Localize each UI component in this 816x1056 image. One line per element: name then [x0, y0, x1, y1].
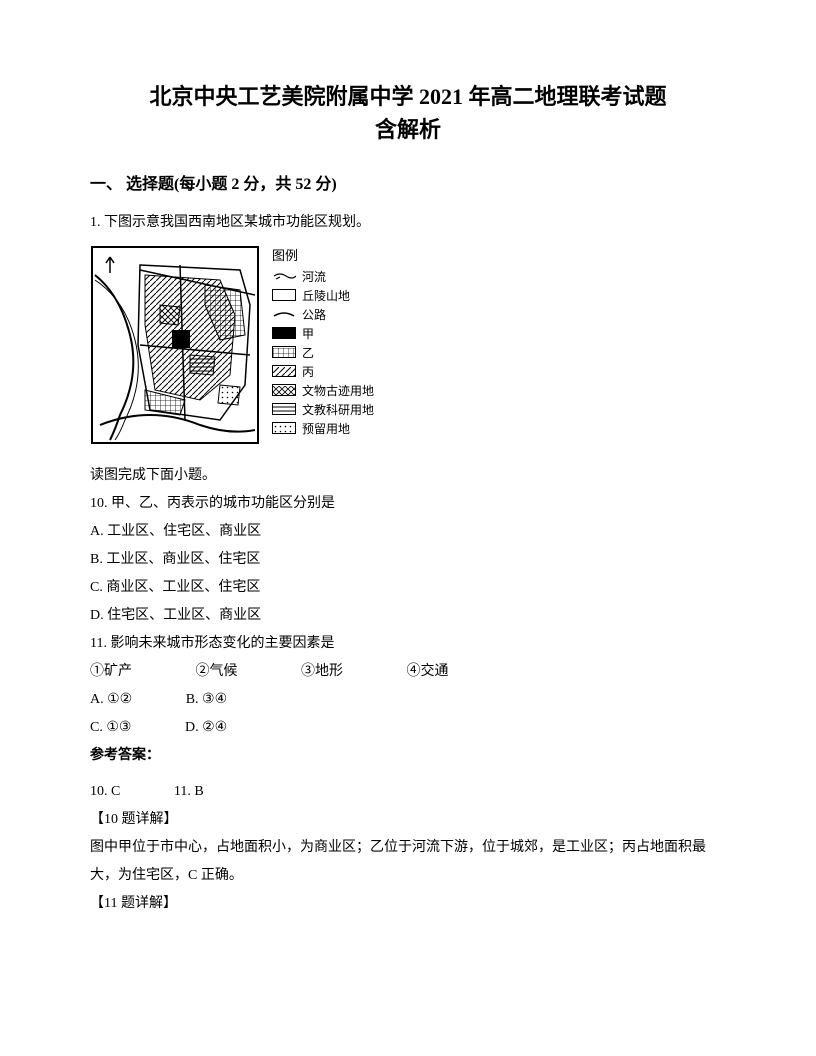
q11-option-d: D. ②④: [185, 714, 227, 742]
legend-label: 河流: [302, 268, 326, 285]
legend-item-road: 公路: [272, 306, 374, 322]
legend-title: 图例: [272, 245, 374, 264]
legend-item-river: 河流: [272, 268, 374, 284]
dots-swatch-icon: [272, 422, 296, 434]
read-prompt: 读图完成下面小题。: [90, 462, 726, 490]
diag-swatch-icon: [272, 365, 296, 377]
q10-stem: 10. 甲、乙、丙表示的城市功能区分别是: [90, 490, 726, 518]
question-1-intro: 1. 下图示意我国西南地区某城市功能区规划。: [90, 210, 726, 235]
expl-10-heading: 【10 题详解】: [90, 806, 726, 834]
cross-swatch-icon: [272, 384, 296, 396]
q10-option-d: D. 住宅区、工业区、商业区: [90, 602, 726, 630]
q11-options-row2: C. ①③ D. ②④: [90, 714, 726, 742]
legend-item-reserve: 预留用地: [272, 420, 374, 436]
legend-label: 预留用地: [302, 420, 350, 437]
q10-option-a: A. 工业区、住宅区、商业区: [90, 518, 726, 546]
title-line-2: 含解析: [90, 113, 726, 146]
legend-item-hill: 丘陵山地: [272, 287, 374, 303]
grid-swatch-icon: [272, 346, 296, 358]
legend-box: 图例 河流 丘陵山地 公路 甲 乙: [272, 245, 374, 439]
figure-container: 图例 河流 丘陵山地 公路 甲 乙: [90, 245, 726, 450]
legend-label: 文物古迹用地: [302, 382, 374, 399]
exam-title: 北京中央工艺美院附属中学 2021 年高二地理联考试题 含解析: [90, 80, 726, 146]
legend-label: 丙: [302, 363, 314, 380]
answer-heading: 参考答案：: [90, 742, 726, 770]
factor-1: ①矿产: [90, 658, 132, 686]
answer-11: 11. B: [174, 778, 204, 806]
legend-label: 丘陵山地: [302, 287, 350, 304]
q11-factors: ①矿产 ②气候 ③地形 ④交通: [90, 658, 726, 686]
legend-label: 文教科研用地: [302, 401, 374, 418]
q11-stem: 11. 影响未来城市形态变化的主要因素是: [90, 630, 726, 658]
solid-swatch-icon: [272, 327, 296, 339]
factor-3: ③地形: [301, 658, 343, 686]
section-heading: 一、 选择题(每小题 2 分，共 52 分): [90, 170, 726, 194]
q11-option-b: B. ③④: [186, 686, 227, 714]
legend-label: 公路: [302, 306, 326, 323]
factor-4: ④交通: [407, 658, 449, 686]
legend-item-edu: 文教科研用地: [272, 401, 374, 417]
q11-option-c: C. ①③: [90, 714, 131, 742]
factor-2: ②气候: [196, 658, 238, 686]
map-diagram: [90, 245, 260, 450]
legend-label: 乙: [302, 344, 314, 361]
title-line-1: 北京中央工艺美院附属中学 2021 年高二地理联考试题: [90, 80, 726, 113]
expl-10-text: 图中甲位于市中心，占地面积小，为商业区；乙位于河流下游，位于城郊，是工业区；丙占…: [90, 834, 726, 890]
q10-option-c: C. 商业区、工业区、住宅区: [90, 574, 726, 602]
legend-item-bing: 丙: [272, 363, 374, 379]
answer-10: 10. C: [90, 778, 120, 806]
legend-item-yi: 乙: [272, 344, 374, 360]
q11-options-row1: A. ①② B. ③④: [90, 686, 726, 714]
q11-option-a: A. ①②: [90, 686, 132, 714]
q10-option-b: B. 工业区、商业区、住宅区: [90, 546, 726, 574]
legend-item-heritage: 文物古迹用地: [272, 382, 374, 398]
empty-swatch-icon: [272, 289, 296, 301]
answers: 10. C 11. B: [90, 778, 726, 806]
hstripe-swatch-icon: [272, 403, 296, 415]
expl-11-heading: 【11 题详解】: [90, 890, 726, 918]
road-icon: [272, 308, 296, 320]
legend-item-jia: 甲: [272, 325, 374, 341]
legend-label: 甲: [302, 325, 314, 342]
river-icon: [272, 270, 296, 282]
